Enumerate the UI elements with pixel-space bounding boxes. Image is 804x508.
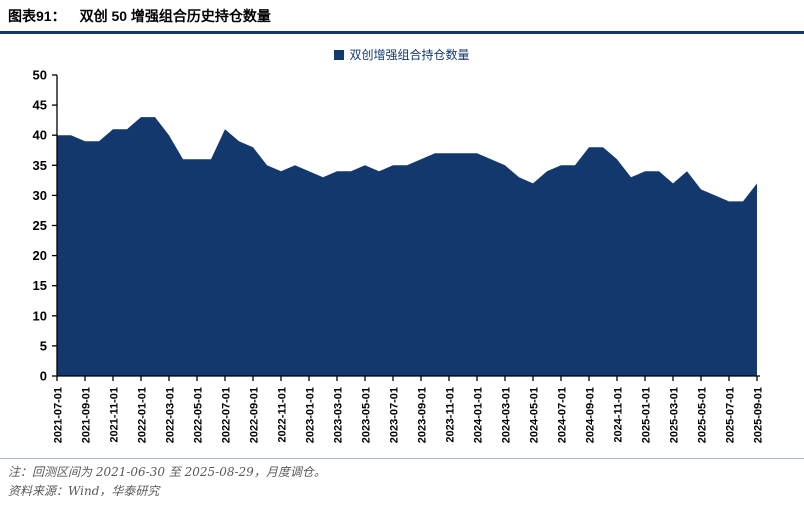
x-tick-label: 2023-11-01	[445, 387, 457, 443]
title-underline	[0, 31, 804, 34]
y-tick-label: 20	[33, 248, 47, 263]
x-tick-label: 2022-07-01	[221, 387, 233, 443]
footer-separator	[0, 458, 804, 459]
y-tick-label: 10	[33, 308, 47, 323]
x-tick-label: 2025-09-01	[753, 387, 765, 443]
x-tick-label: 2022-01-01	[137, 387, 149, 443]
y-tick-label: 50	[33, 68, 47, 83]
x-tick-label: 2023-07-01	[389, 387, 401, 443]
area-polygon	[57, 117, 757, 376]
x-tick-label: 2024-03-01	[501, 387, 513, 443]
x-tick-label: 2024-07-01	[557, 387, 569, 443]
y-tick-label: 5	[40, 338, 47, 353]
y-axis: 0 5 10 15 20 25 30 35 40 45 50	[33, 68, 58, 384]
y-tick-label: 30	[33, 188, 47, 203]
x-tick-label: 2025-03-01	[669, 387, 681, 443]
x-tick-label: 2024-01-01	[473, 387, 485, 443]
x-tick-label: 2024-05-01	[529, 387, 541, 443]
x-tick-label: 2022-05-01	[193, 387, 205, 443]
figure-title-row: 图表91： 双创 50 增强组合历史持仓数量	[8, 6, 796, 26]
legend-label: 双创增强组合持仓数量	[349, 48, 470, 62]
chart-source: 资料来源：Wind，华泰研究	[8, 484, 160, 498]
x-tick-label: 2021-07-01	[53, 387, 65, 443]
x-tick-label: 2023-05-01	[361, 387, 373, 443]
x-tick-label: 2024-11-01	[613, 387, 625, 443]
y-tick-label: 25	[33, 218, 47, 233]
x-tick-label: 2023-09-01	[417, 387, 429, 443]
x-tick-label: 2023-03-01	[333, 387, 345, 443]
chart-note: 注：回测区间为 2021-06-30 至 2025-08-29，月度调仓。	[8, 465, 326, 479]
x-tick-label: 2025-05-01	[697, 387, 709, 443]
figure-number-label: 图表91：	[8, 8, 66, 24]
y-tick-label: 0	[40, 369, 47, 384]
y-tick-label: 45	[33, 98, 47, 113]
x-tick-label: 2025-01-01	[641, 387, 653, 443]
x-tick-label: 2022-09-01	[249, 387, 261, 443]
x-tick-label: 2022-03-01	[165, 387, 177, 443]
figure-title: 双创 50 增强组合历史持仓数量	[79, 8, 271, 24]
x-tick-label: 2022-11-01	[277, 387, 289, 443]
y-tick-label: 40	[33, 128, 47, 143]
chart-legend: 双创增强组合持仓数量	[0, 46, 804, 63]
x-tick-label: 2025-07-01	[725, 387, 737, 443]
y-tick-label: 15	[33, 278, 47, 293]
x-tick-label: 2021-11-01	[109, 387, 121, 443]
x-tick-label: 2021-09-01	[81, 387, 93, 443]
legend-swatch	[334, 49, 345, 60]
x-axis: 2021-07-01 2021-09-01 2021-11-01 2022-01-01…	[53, 375, 765, 443]
x-tick-label: 2023-01-01	[305, 387, 317, 443]
y-tick-label: 35	[33, 158, 47, 173]
x-tick-label: 2024-09-01	[585, 387, 597, 443]
area-series	[57, 117, 757, 376]
